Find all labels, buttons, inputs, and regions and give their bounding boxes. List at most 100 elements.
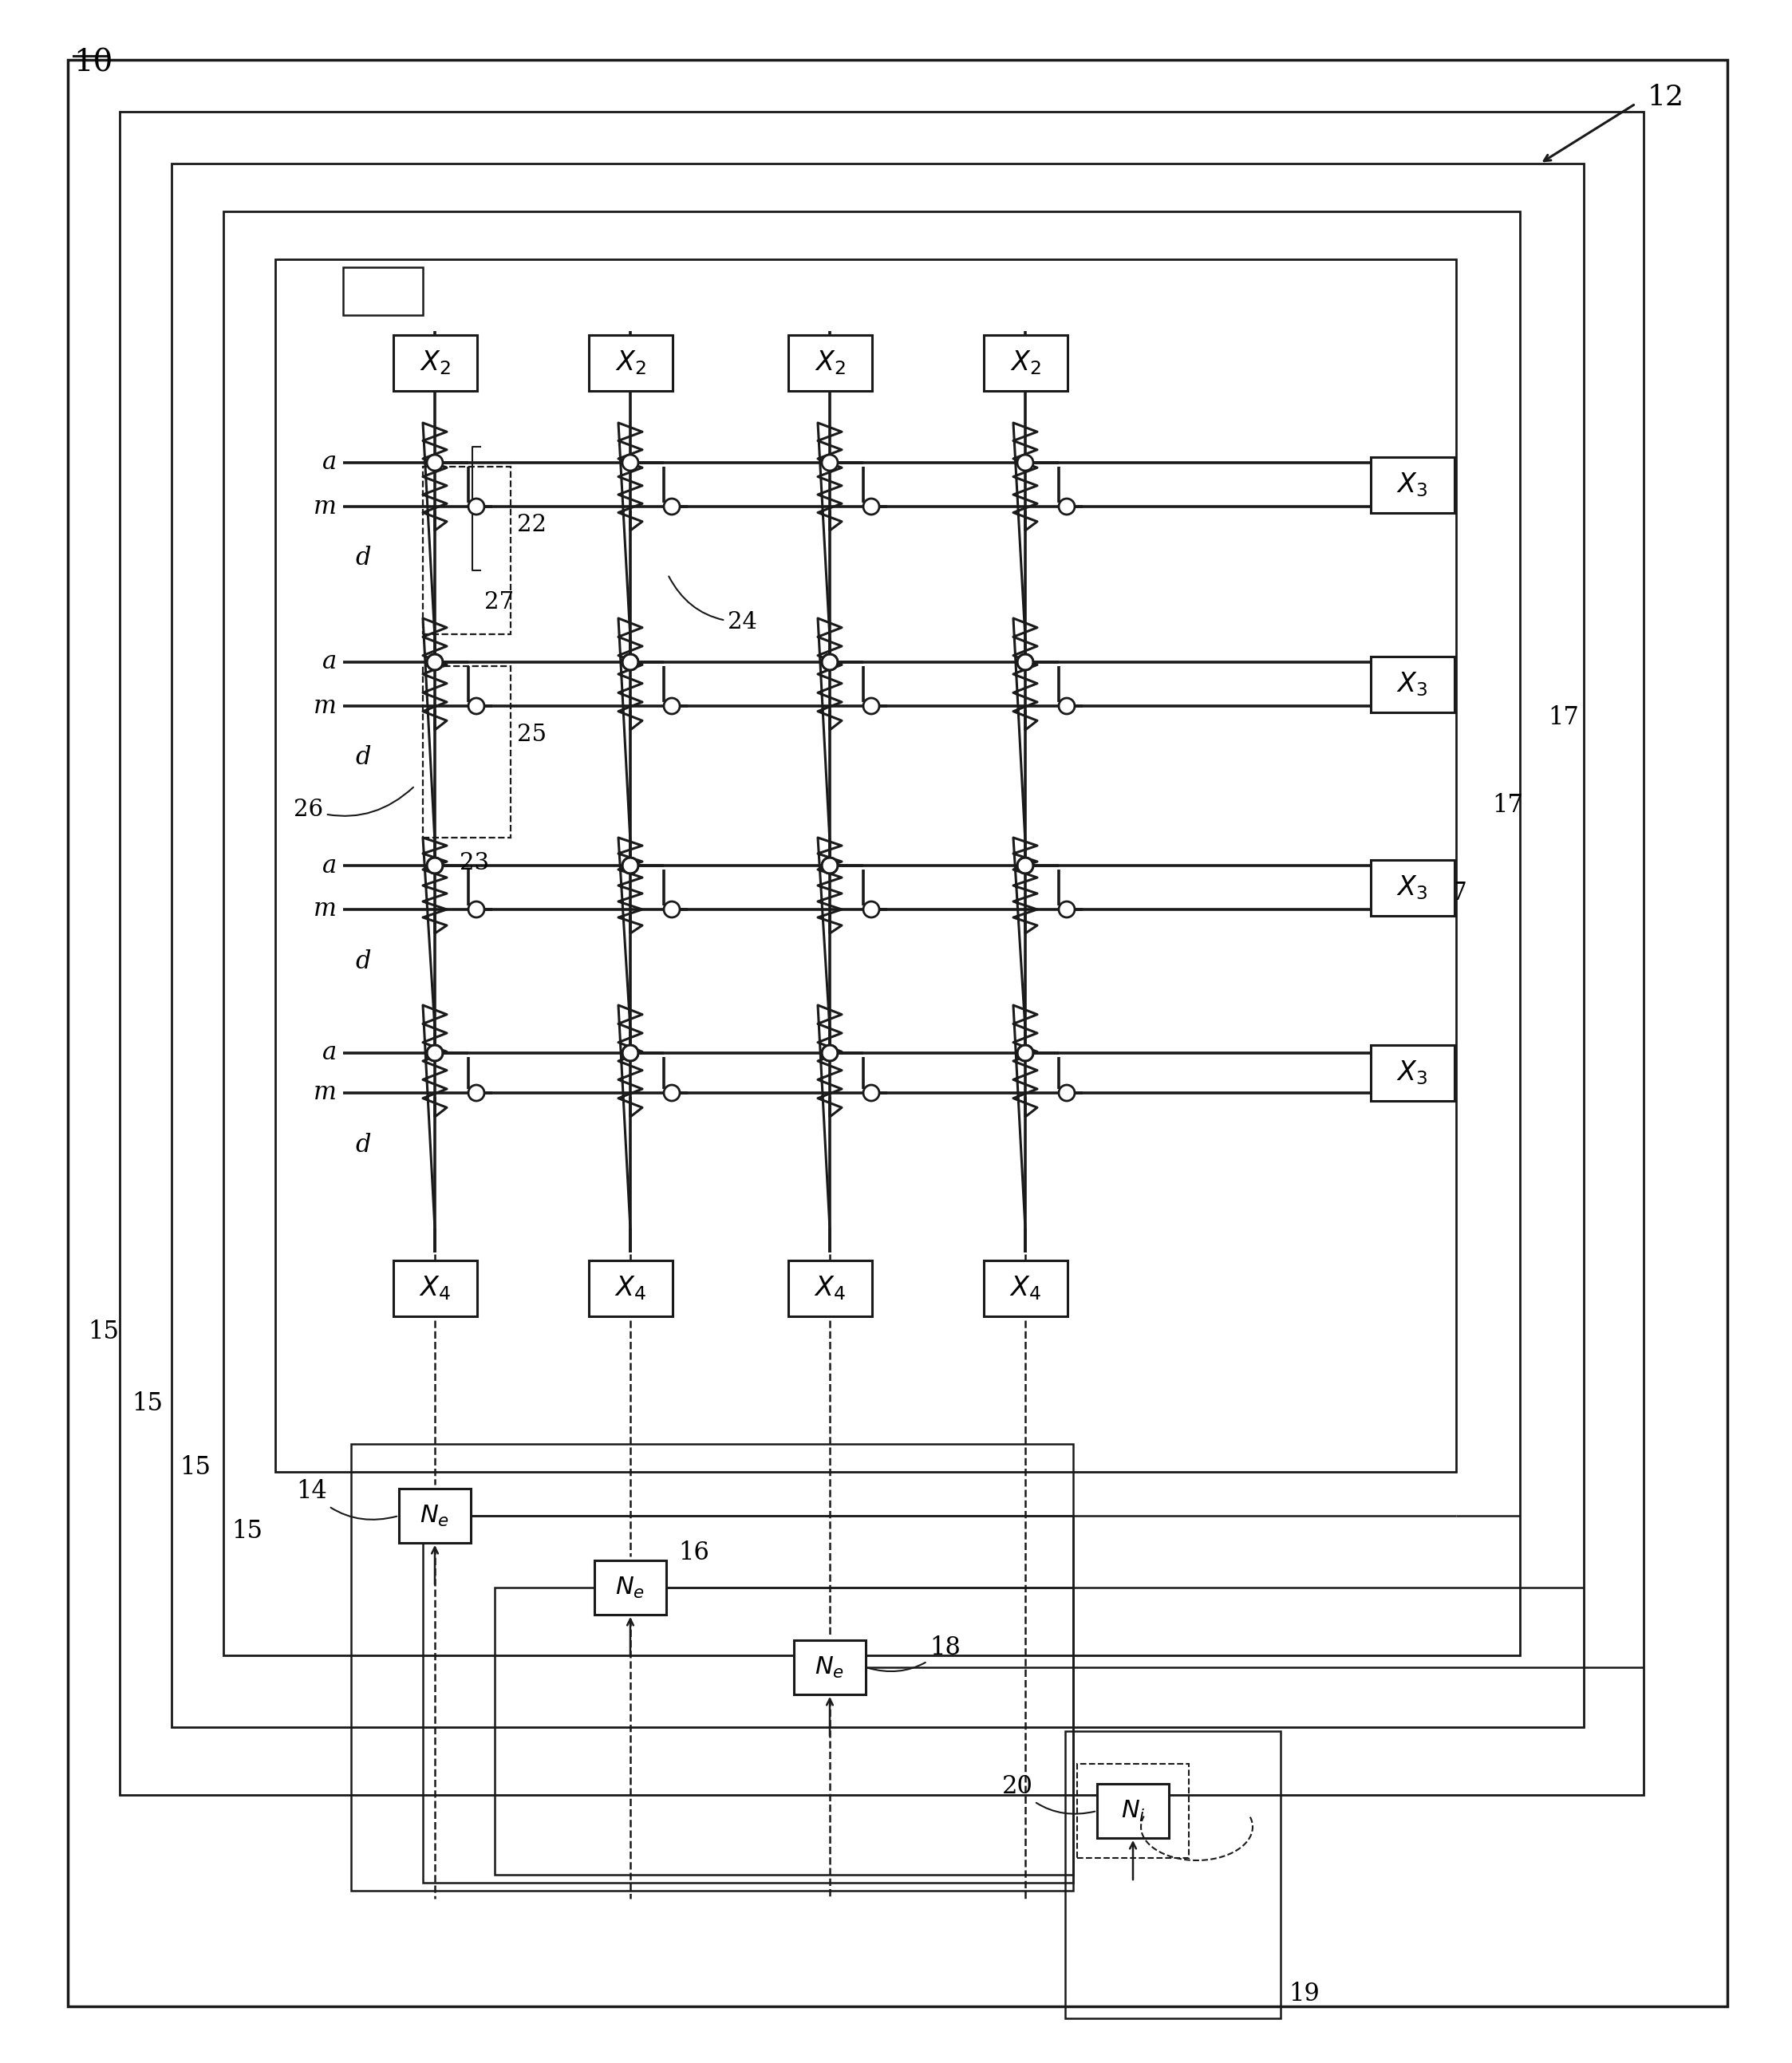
Text: $N_e$: $N_e$ — [615, 1576, 645, 1601]
Text: $N_e$: $N_e$ — [419, 1504, 450, 1529]
Circle shape — [663, 697, 679, 714]
Circle shape — [622, 1046, 638, 1060]
Circle shape — [1018, 858, 1034, 873]
Text: 27: 27 — [484, 592, 514, 613]
Circle shape — [663, 1085, 679, 1102]
Circle shape — [864, 902, 880, 918]
Text: m: m — [314, 1081, 337, 1106]
Bar — [984, 334, 1068, 390]
Text: m: m — [314, 495, 337, 520]
Text: $X_2$: $X_2$ — [615, 349, 645, 378]
Bar — [351, 1444, 1073, 1890]
Text: $X_3$: $X_3$ — [1396, 470, 1428, 499]
Circle shape — [663, 499, 679, 514]
Circle shape — [1018, 1046, 1034, 1060]
Text: $N_e$: $N_e$ — [815, 1655, 844, 1679]
Text: 24: 24 — [668, 576, 758, 633]
Circle shape — [622, 1046, 638, 1060]
Text: d: d — [355, 949, 371, 974]
Text: $X_2$: $X_2$ — [1009, 349, 1041, 378]
Circle shape — [823, 858, 837, 873]
Text: 26: 26 — [294, 788, 414, 821]
Circle shape — [1059, 697, 1075, 714]
Bar — [423, 1516, 1073, 1884]
Bar — [794, 1640, 866, 1694]
Text: $X_4$: $X_4$ — [814, 1275, 846, 1302]
Text: 15: 15 — [179, 1456, 211, 1481]
Circle shape — [468, 1085, 484, 1102]
Bar — [120, 111, 1643, 1795]
Circle shape — [823, 1046, 837, 1060]
Text: a: a — [323, 450, 337, 474]
Bar — [588, 1260, 672, 1316]
Text: 12: 12 — [1647, 85, 1684, 111]
Text: $X_3$: $X_3$ — [1396, 670, 1428, 697]
Text: 19: 19 — [1288, 1983, 1319, 2007]
Text: 15: 15 — [231, 1518, 263, 1543]
Bar — [172, 163, 1584, 1727]
Circle shape — [663, 902, 679, 918]
Circle shape — [468, 697, 484, 714]
Circle shape — [823, 1046, 837, 1060]
Circle shape — [823, 858, 837, 873]
Text: 18: 18 — [867, 1636, 961, 1671]
Circle shape — [823, 454, 837, 470]
Bar — [342, 268, 423, 316]
Bar — [788, 334, 871, 390]
Bar — [423, 666, 511, 838]
Text: 14: 14 — [296, 1479, 396, 1520]
Text: $X_3$: $X_3$ — [1396, 873, 1428, 902]
Text: a: a — [323, 854, 337, 879]
Text: d: d — [355, 547, 371, 571]
Text: 15: 15 — [133, 1393, 163, 1417]
Circle shape — [622, 858, 638, 873]
Circle shape — [426, 654, 443, 670]
Circle shape — [1059, 499, 1075, 514]
Circle shape — [864, 499, 880, 514]
Circle shape — [622, 654, 638, 670]
Circle shape — [1018, 858, 1034, 873]
Bar — [788, 1260, 871, 1316]
Circle shape — [468, 499, 484, 514]
Text: d: d — [355, 1133, 371, 1157]
Bar — [224, 210, 1520, 1655]
Text: 17: 17 — [1435, 881, 1468, 906]
Bar — [1064, 1731, 1281, 2018]
Text: $X_4$: $X_4$ — [419, 1275, 452, 1302]
Circle shape — [468, 902, 484, 918]
Circle shape — [1059, 1085, 1075, 1102]
Bar — [1371, 656, 1453, 712]
Text: a: a — [323, 1040, 337, 1065]
Text: $X_3$: $X_3$ — [1396, 1058, 1428, 1087]
Text: $X_4$: $X_4$ — [1009, 1275, 1041, 1302]
Circle shape — [823, 654, 837, 670]
Text: $X_2$: $X_2$ — [814, 349, 846, 378]
Circle shape — [823, 654, 837, 670]
Circle shape — [426, 1046, 443, 1060]
Text: 23: 23 — [461, 852, 489, 875]
Text: 17: 17 — [1493, 794, 1523, 819]
Circle shape — [1018, 654, 1034, 670]
Text: m: m — [314, 897, 337, 922]
Bar — [1077, 1764, 1188, 1859]
Circle shape — [426, 454, 443, 470]
Circle shape — [426, 654, 443, 670]
Circle shape — [864, 697, 880, 714]
Text: 10: 10 — [73, 47, 113, 78]
Text: 20: 20 — [1002, 1774, 1095, 1813]
Text: 17: 17 — [1548, 706, 1579, 730]
Text: a: a — [323, 650, 337, 675]
Text: 22: 22 — [518, 514, 547, 536]
Bar — [1097, 1784, 1168, 1838]
Circle shape — [622, 858, 638, 873]
Text: $X_4$: $X_4$ — [615, 1275, 647, 1302]
Text: 15: 15 — [88, 1320, 120, 1345]
Bar — [392, 1260, 477, 1316]
Bar — [1371, 860, 1453, 916]
Circle shape — [426, 858, 443, 873]
Text: $N_i$: $N_i$ — [1120, 1799, 1145, 1824]
Bar — [984, 1260, 1068, 1316]
Bar — [495, 1589, 1073, 1875]
Circle shape — [1059, 902, 1075, 918]
Bar — [392, 334, 477, 390]
